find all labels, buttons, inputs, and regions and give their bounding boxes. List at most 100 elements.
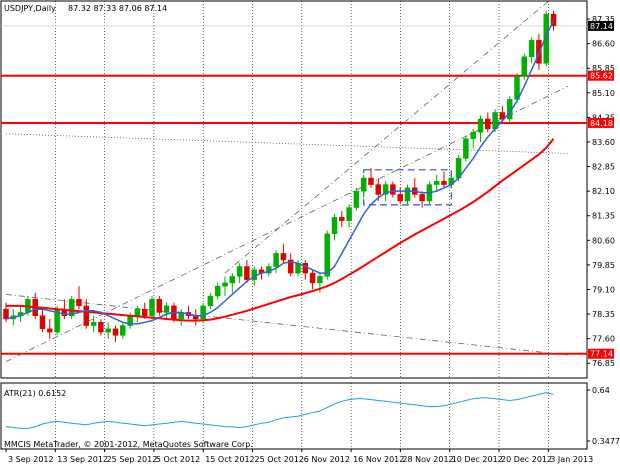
candle-body [339,217,345,221]
candle-body [375,184,382,195]
candle-body [477,118,484,133]
x-tick-label: 5 Oct 2012 [156,455,200,464]
candle-body [397,194,403,202]
x-tick-label: 10 Dec 2012 [452,455,503,464]
x-tick-label: 16 Nov 2012 [353,455,404,464]
level-tag [588,117,614,128]
candle-body [441,181,447,185]
y-tick-label: 79.10 [592,285,615,294]
y-tick-label: 78.35 [592,310,615,319]
atr-axis: 0.64 0.3477 [587,386,620,446]
atr-panel: 0.64 0.3477 ATR(21) 0.6152 MMCIS MetaTrad… [0,382,620,450]
level-tag-label: 77.14 [590,350,613,359]
candle-body [47,328,53,333]
candle-body [120,325,126,336]
x-tick-label: 25 Sep 2012 [107,455,158,464]
y-tick-label: 85.10 [592,89,615,98]
candle-body [98,322,104,333]
atr-label: ATR(21) 0.6152 [4,389,66,398]
y-tick-label: 84.35 [592,113,615,122]
candle-body [521,56,528,77]
candle-body [222,282,228,287]
candle-body [550,13,557,27]
symbol-header: USDJPY,Daily [4,4,56,13]
candle-body [360,177,367,192]
candle-body [68,299,75,316]
ma-fast-line [5,20,555,325]
x-tick-label: 28 Nov 2012 [402,455,453,464]
candle-body [156,299,163,313]
candle-body [404,187,411,202]
candle-body [470,131,476,139]
candle-body [200,305,206,320]
copyright-label: MMCIS MetaTrader, © 2001-2012, MetaQuote… [4,440,253,449]
y-tick-label: 87.35 [592,15,615,24]
candle-body [273,253,279,267]
candle-body [302,263,309,274]
candle-body [390,184,396,195]
candle-body [149,299,155,316]
x-tick-label: 13 Sep 2012 [57,455,108,464]
candle-body [331,217,338,235]
atr-tick-label: 0.64 [592,386,610,395]
trend-line [5,133,569,154]
atr-plot-area [0,382,588,450]
y-tick-label: 81.35 [592,212,615,221]
main-panel: 87.35 86.60 85.85 85.10 84.35 83.60 82.85 82.10… [0,0,615,379]
y-tick-label: 85.85 [592,64,615,73]
trend-line [5,294,569,356]
y-tick-label: 80.60 [592,236,615,245]
level-tag-label: 84.18 [590,119,613,128]
candle-body [382,184,389,195]
atr-tick-label: 0.3477 [592,437,620,446]
atr-line [5,392,554,429]
level-tag [588,70,614,81]
candle-body [229,276,236,284]
x-tick-label: 20 Dec 2012 [501,455,552,464]
candle-body [105,328,111,333]
candle-body [3,308,9,320]
candle-body [244,266,250,280]
candle-body [543,13,549,64]
candle-body [280,253,287,261]
y-tick-label: 82.10 [592,187,615,196]
price-axis: 87.35 86.60 85.85 85.10 84.35 83.60 82.85 82.10… [587,15,615,368]
price-tags: 85.62 84.18 77.14 87.14 [588,20,614,359]
current-price-tag-label: 87.14 [590,22,613,31]
y-tick-label: 77.60 [592,335,615,344]
candle-body [83,305,90,326]
y-tick-label: 79.85 [592,261,615,270]
candle-body [346,207,352,221]
candle-body [214,285,221,297]
candle-body [528,40,535,57]
ma-slow-line [6,138,555,322]
y-tick-label: 76.85 [592,359,615,368]
x-tick-label: 25 Oct 2012 [255,455,304,464]
candle-body [39,315,46,330]
y-tick-label: 83.60 [592,138,615,147]
candle-body [419,194,425,202]
candle-body [207,295,214,307]
candle-body [353,190,360,208]
candle-body [287,259,294,274]
candle-body [499,112,506,120]
trend-line [224,0,551,274]
candle-body [163,305,170,313]
level-tag-label: 85.62 [590,72,613,81]
candle-body [485,118,491,130]
x-tick-label: 3 Jan 2013 [550,455,593,464]
x-tick-label: 15 Oct 2012 [205,455,254,464]
x-tick-label: 3 Sep 2012 [8,455,54,464]
x-tick-label: 6 Nov 2012 [304,455,350,464]
y-tick-label: 86.60 [592,40,615,49]
candle-body [368,177,374,185]
candle-body [309,272,316,284]
candle-body [236,266,243,277]
candle-body [324,233,330,277]
candle-body [433,181,440,185]
candle-body [112,328,119,336]
level-tag [588,348,614,359]
y-tick-label: 82.85 [592,163,615,172]
